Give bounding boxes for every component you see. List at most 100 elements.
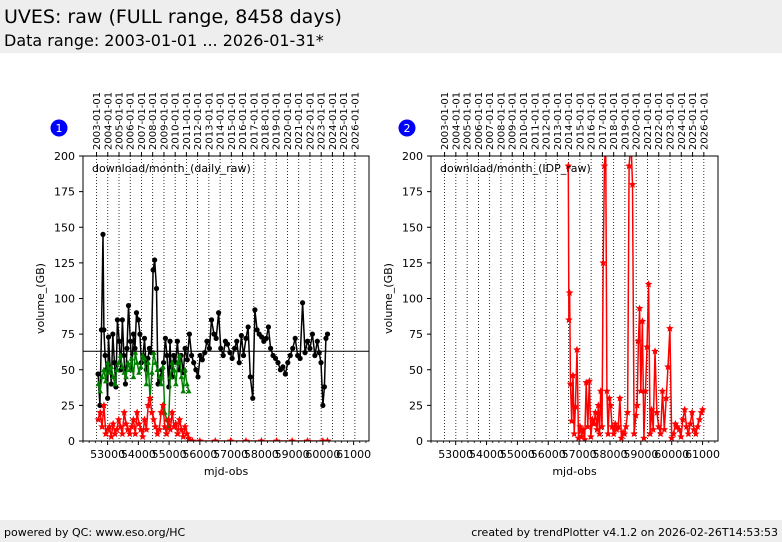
data-point xyxy=(122,381,129,387)
data-point xyxy=(150,349,157,355)
data-point xyxy=(119,317,125,323)
top-axis-date-label: 2004-01-01 xyxy=(451,92,462,150)
top-axis-date-label: 2011-01-01 xyxy=(530,92,541,150)
data-point xyxy=(257,437,266,441)
top-axis-date-label: 2008-01-01 xyxy=(496,92,507,150)
data-point xyxy=(591,408,600,416)
top-axis-date-label: 2013-01-01 xyxy=(204,92,215,150)
data-point xyxy=(267,345,274,351)
x-axis-label: mjd-obs xyxy=(204,465,249,478)
data-point xyxy=(149,369,155,375)
data-point xyxy=(185,388,192,394)
data-point xyxy=(134,359,140,365)
data-point xyxy=(318,360,324,366)
data-point xyxy=(218,345,224,351)
data-point xyxy=(635,304,644,312)
data-point xyxy=(611,419,619,428)
data-point xyxy=(288,437,296,441)
data-point xyxy=(238,332,244,339)
data-point xyxy=(304,338,311,344)
data-point xyxy=(127,338,133,344)
data-point xyxy=(571,402,580,410)
data-point xyxy=(234,338,240,344)
data-point xyxy=(603,387,611,395)
data-point xyxy=(173,429,182,438)
data-point xyxy=(686,419,694,428)
top-axis-date-label: 2021-01-01 xyxy=(294,92,305,150)
data-point xyxy=(272,355,279,361)
data-point xyxy=(128,355,135,361)
data-point xyxy=(101,327,107,333)
data-point xyxy=(132,349,139,355)
series-1 xyxy=(95,231,331,408)
data-point xyxy=(585,377,594,385)
data-point xyxy=(146,345,153,351)
data-point xyxy=(640,434,648,441)
top-axis-date-label: 2016-01-01 xyxy=(238,92,249,150)
data-point xyxy=(126,366,133,372)
data-point xyxy=(121,369,128,375)
y-tick-label: 175 xyxy=(402,186,423,199)
top-axis-date-label: 2017-01-01 xyxy=(249,92,260,150)
data-point xyxy=(679,415,687,423)
x-tick-label: 58000 xyxy=(244,448,279,461)
data-point xyxy=(99,373,105,380)
data-point xyxy=(282,371,288,377)
y-tick-label: 100 xyxy=(54,293,75,306)
data-point xyxy=(595,429,604,438)
data-point xyxy=(130,331,137,337)
chart-title: download/month_(IDP_raw) xyxy=(440,162,591,175)
data-point xyxy=(695,415,704,423)
data-point xyxy=(125,359,131,365)
y-tick-label: 75 xyxy=(61,328,75,341)
top-axis-date-label: 2020-01-01 xyxy=(632,92,643,150)
x-tick-label: 58000 xyxy=(592,448,627,461)
data-point xyxy=(213,335,219,341)
top-axis-date-label: 2006-01-01 xyxy=(126,92,137,150)
top-axis-date-label: 2026-01-01 xyxy=(699,92,710,150)
y-axis-label: volume_(GB) xyxy=(382,263,395,334)
data-point xyxy=(204,338,210,344)
data-point xyxy=(637,387,645,395)
top-axis-date-label: 2009-01-01 xyxy=(159,92,170,150)
top-axis-date-label: 2018-01-01 xyxy=(609,92,620,150)
plot-number-label: 2 xyxy=(404,122,411,135)
data-point xyxy=(309,331,316,337)
data-point xyxy=(566,380,575,388)
data-point xyxy=(154,366,161,372)
data-point xyxy=(240,352,247,359)
data-point xyxy=(94,415,103,423)
data-point xyxy=(124,345,130,351)
top-axis-date-label: 2003-01-01 xyxy=(440,92,451,150)
x-tick-label: 61000 xyxy=(685,448,720,461)
data-point xyxy=(254,327,260,333)
chart-2: 2003-01-01 2004-01-01 2005-01-01 2006-01-01… xyxy=(382,92,720,478)
data-point xyxy=(145,359,151,365)
data-point xyxy=(570,429,578,438)
data-point xyxy=(114,415,123,423)
data-point xyxy=(117,352,124,358)
data-point xyxy=(688,408,696,416)
data-point xyxy=(138,363,144,370)
data-point xyxy=(224,341,231,347)
top-axis-date-label: 2007-01-01 xyxy=(485,92,496,150)
data-point xyxy=(272,437,281,441)
data-point xyxy=(109,419,117,428)
data-point xyxy=(197,352,203,359)
data-point xyxy=(312,352,318,359)
data-point xyxy=(649,425,657,433)
data-point xyxy=(290,345,296,351)
x-tick-label: 56000 xyxy=(531,448,566,461)
data-point xyxy=(98,422,106,430)
data-point xyxy=(609,429,618,438)
data-point xyxy=(321,384,328,390)
data-point xyxy=(567,417,576,425)
y-axis-label: volume_(GB) xyxy=(34,263,47,334)
data-point xyxy=(630,429,638,438)
data-point xyxy=(664,362,672,371)
data-point xyxy=(211,331,217,337)
data-point xyxy=(692,429,700,438)
data-point xyxy=(105,395,111,401)
x-tick-label: 56000 xyxy=(182,448,217,461)
data-point xyxy=(651,347,659,355)
